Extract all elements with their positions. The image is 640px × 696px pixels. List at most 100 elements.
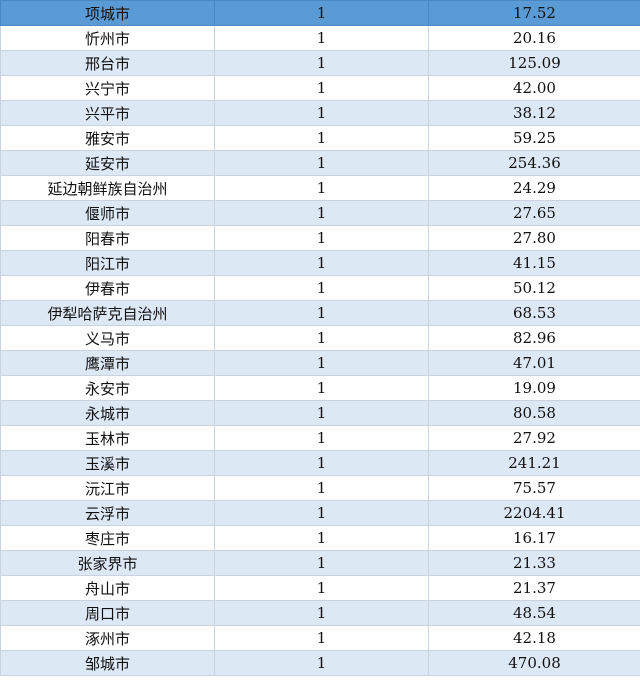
value-cell[interactable]: 27.65: [428, 200, 640, 226]
value-cell[interactable]: 42.18: [428, 625, 640, 651]
value-cell[interactable]: 41.15: [428, 250, 640, 276]
table-row[interactable]: 延边朝鲜族自治州 1 24.29: [0, 175, 640, 201]
table-row[interactable]: 偃师市 1 27.65: [0, 200, 640, 226]
count-cell[interactable]: 1: [214, 25, 429, 51]
value-cell[interactable]: 59.25: [428, 125, 640, 151]
count-cell[interactable]: 1: [214, 575, 429, 601]
count-cell[interactable]: 1: [214, 225, 429, 251]
count-cell[interactable]: 1: [214, 625, 429, 651]
table-row[interactable]: 沅江市 1 75.57: [0, 475, 640, 501]
count-cell[interactable]: 1: [214, 525, 429, 551]
city-cell[interactable]: 忻州市: [0, 25, 215, 51]
value-cell[interactable]: 68.53: [428, 300, 640, 326]
city-cell[interactable]: 枣庄市: [0, 525, 215, 551]
table-row[interactable]: 邹城市 1 470.08: [0, 650, 640, 676]
city-cell[interactable]: 永安市: [0, 375, 215, 401]
value-cell[interactable]: 38.12: [428, 100, 640, 126]
count-cell[interactable]: 1: [214, 500, 429, 526]
table-row[interactable]: 义马市 1 82.96: [0, 325, 640, 351]
count-cell[interactable]: 1: [214, 450, 429, 476]
city-cell[interactable]: 云浮市: [0, 500, 215, 526]
count-cell[interactable]: 1: [214, 375, 429, 401]
table-row[interactable]: 玉林市 1 27.92: [0, 425, 640, 451]
city-cell[interactable]: 邢台市: [0, 50, 215, 76]
table-row[interactable]: 兴平市 1 38.12: [0, 100, 640, 126]
city-cell[interactable]: 延安市: [0, 150, 215, 176]
value-cell[interactable]: 27.80: [428, 225, 640, 251]
table-row[interactable]: 周口市 1 48.54: [0, 600, 640, 626]
city-cell[interactable]: 阳春市: [0, 225, 215, 251]
value-cell[interactable]: 16.17: [428, 525, 640, 551]
value-cell[interactable]: 17.52: [428, 0, 640, 26]
city-cell[interactable]: 伊犁哈萨克自治州: [0, 300, 215, 326]
table-row[interactable]: 永安市 1 19.09: [0, 375, 640, 401]
table-row[interactable]: 延安市 1 254.36: [0, 150, 640, 176]
count-cell[interactable]: 1: [214, 50, 429, 76]
city-cell[interactable]: 义马市: [0, 325, 215, 351]
table-row[interactable]: 伊犁哈萨克自治州 1 68.53: [0, 300, 640, 326]
count-cell[interactable]: 1: [214, 600, 429, 626]
value-cell[interactable]: 24.29: [428, 175, 640, 201]
city-cell[interactable]: 项城市: [0, 0, 215, 26]
city-cell[interactable]: 延边朝鲜族自治州: [0, 175, 215, 201]
city-cell[interactable]: 玉林市: [0, 425, 215, 451]
count-cell[interactable]: 1: [214, 75, 429, 101]
value-cell[interactable]: 75.57: [428, 475, 640, 501]
value-cell[interactable]: 82.96: [428, 325, 640, 351]
count-cell[interactable]: 1: [214, 325, 429, 351]
count-cell[interactable]: 1: [214, 150, 429, 176]
count-cell[interactable]: 1: [214, 250, 429, 276]
count-cell[interactable]: 1: [214, 100, 429, 126]
table-row[interactable]: 雅安市 1 59.25: [0, 125, 640, 151]
city-cell[interactable]: 偃师市: [0, 200, 215, 226]
city-cell[interactable]: 鹰潭市: [0, 350, 215, 376]
city-cell[interactable]: 张家界市: [0, 550, 215, 576]
count-cell[interactable]: 1: [214, 300, 429, 326]
table-row[interactable]: 项城市 1 17.52: [0, 0, 640, 26]
city-cell[interactable]: 永城市: [0, 400, 215, 426]
city-cell[interactable]: 阳江市: [0, 250, 215, 276]
value-cell[interactable]: 21.37: [428, 575, 640, 601]
table-row[interactable]: 鹰潭市 1 47.01: [0, 350, 640, 376]
count-cell[interactable]: 1: [214, 400, 429, 426]
value-cell[interactable]: 50.12: [428, 275, 640, 301]
count-cell[interactable]: 1: [214, 425, 429, 451]
city-cell[interactable]: 邹城市: [0, 650, 215, 676]
value-cell[interactable]: 241.21: [428, 450, 640, 476]
table-row[interactable]: 枣庄市 1 16.17: [0, 525, 640, 551]
count-cell[interactable]: 1: [214, 0, 429, 26]
table-row[interactable]: 阳江市 1 41.15: [0, 250, 640, 276]
table-row[interactable]: 玉溪市 1 241.21: [0, 450, 640, 476]
table-row[interactable]: 云浮市 1 2204.41: [0, 500, 640, 526]
table-row[interactable]: 忻州市 1 20.16: [0, 25, 640, 51]
count-cell[interactable]: 1: [214, 650, 429, 676]
value-cell[interactable]: 21.33: [428, 550, 640, 576]
city-cell[interactable]: 舟山市: [0, 575, 215, 601]
table-row[interactable]: 张家界市 1 21.33: [0, 550, 640, 576]
city-cell[interactable]: 兴平市: [0, 100, 215, 126]
value-cell[interactable]: 19.09: [428, 375, 640, 401]
table-row[interactable]: 邢台市 1 125.09: [0, 50, 640, 76]
value-cell[interactable]: 125.09: [428, 50, 640, 76]
value-cell[interactable]: 80.58: [428, 400, 640, 426]
value-cell[interactable]: 27.92: [428, 425, 640, 451]
value-cell[interactable]: 470.08: [428, 650, 640, 676]
city-cell[interactable]: 伊春市: [0, 275, 215, 301]
table-row[interactable]: 兴宁市 1 42.00: [0, 75, 640, 101]
city-cell[interactable]: 兴宁市: [0, 75, 215, 101]
table-row[interactable]: 舟山市 1 21.37: [0, 575, 640, 601]
table-row[interactable]: 涿州市 1 42.18: [0, 625, 640, 651]
value-cell[interactable]: 2204.41: [428, 500, 640, 526]
city-cell[interactable]: 周口市: [0, 600, 215, 626]
value-cell[interactable]: 48.54: [428, 600, 640, 626]
city-cell[interactable]: 雅安市: [0, 125, 215, 151]
value-cell[interactable]: 42.00: [428, 75, 640, 101]
value-cell[interactable]: 254.36: [428, 150, 640, 176]
city-cell[interactable]: 涿州市: [0, 625, 215, 651]
count-cell[interactable]: 1: [214, 475, 429, 501]
table-row[interactable]: 永城市 1 80.58: [0, 400, 640, 426]
table-row[interactable]: 阳春市 1 27.80: [0, 225, 640, 251]
count-cell[interactable]: 1: [214, 175, 429, 201]
city-cell[interactable]: 沅江市: [0, 475, 215, 501]
count-cell[interactable]: 1: [214, 550, 429, 576]
